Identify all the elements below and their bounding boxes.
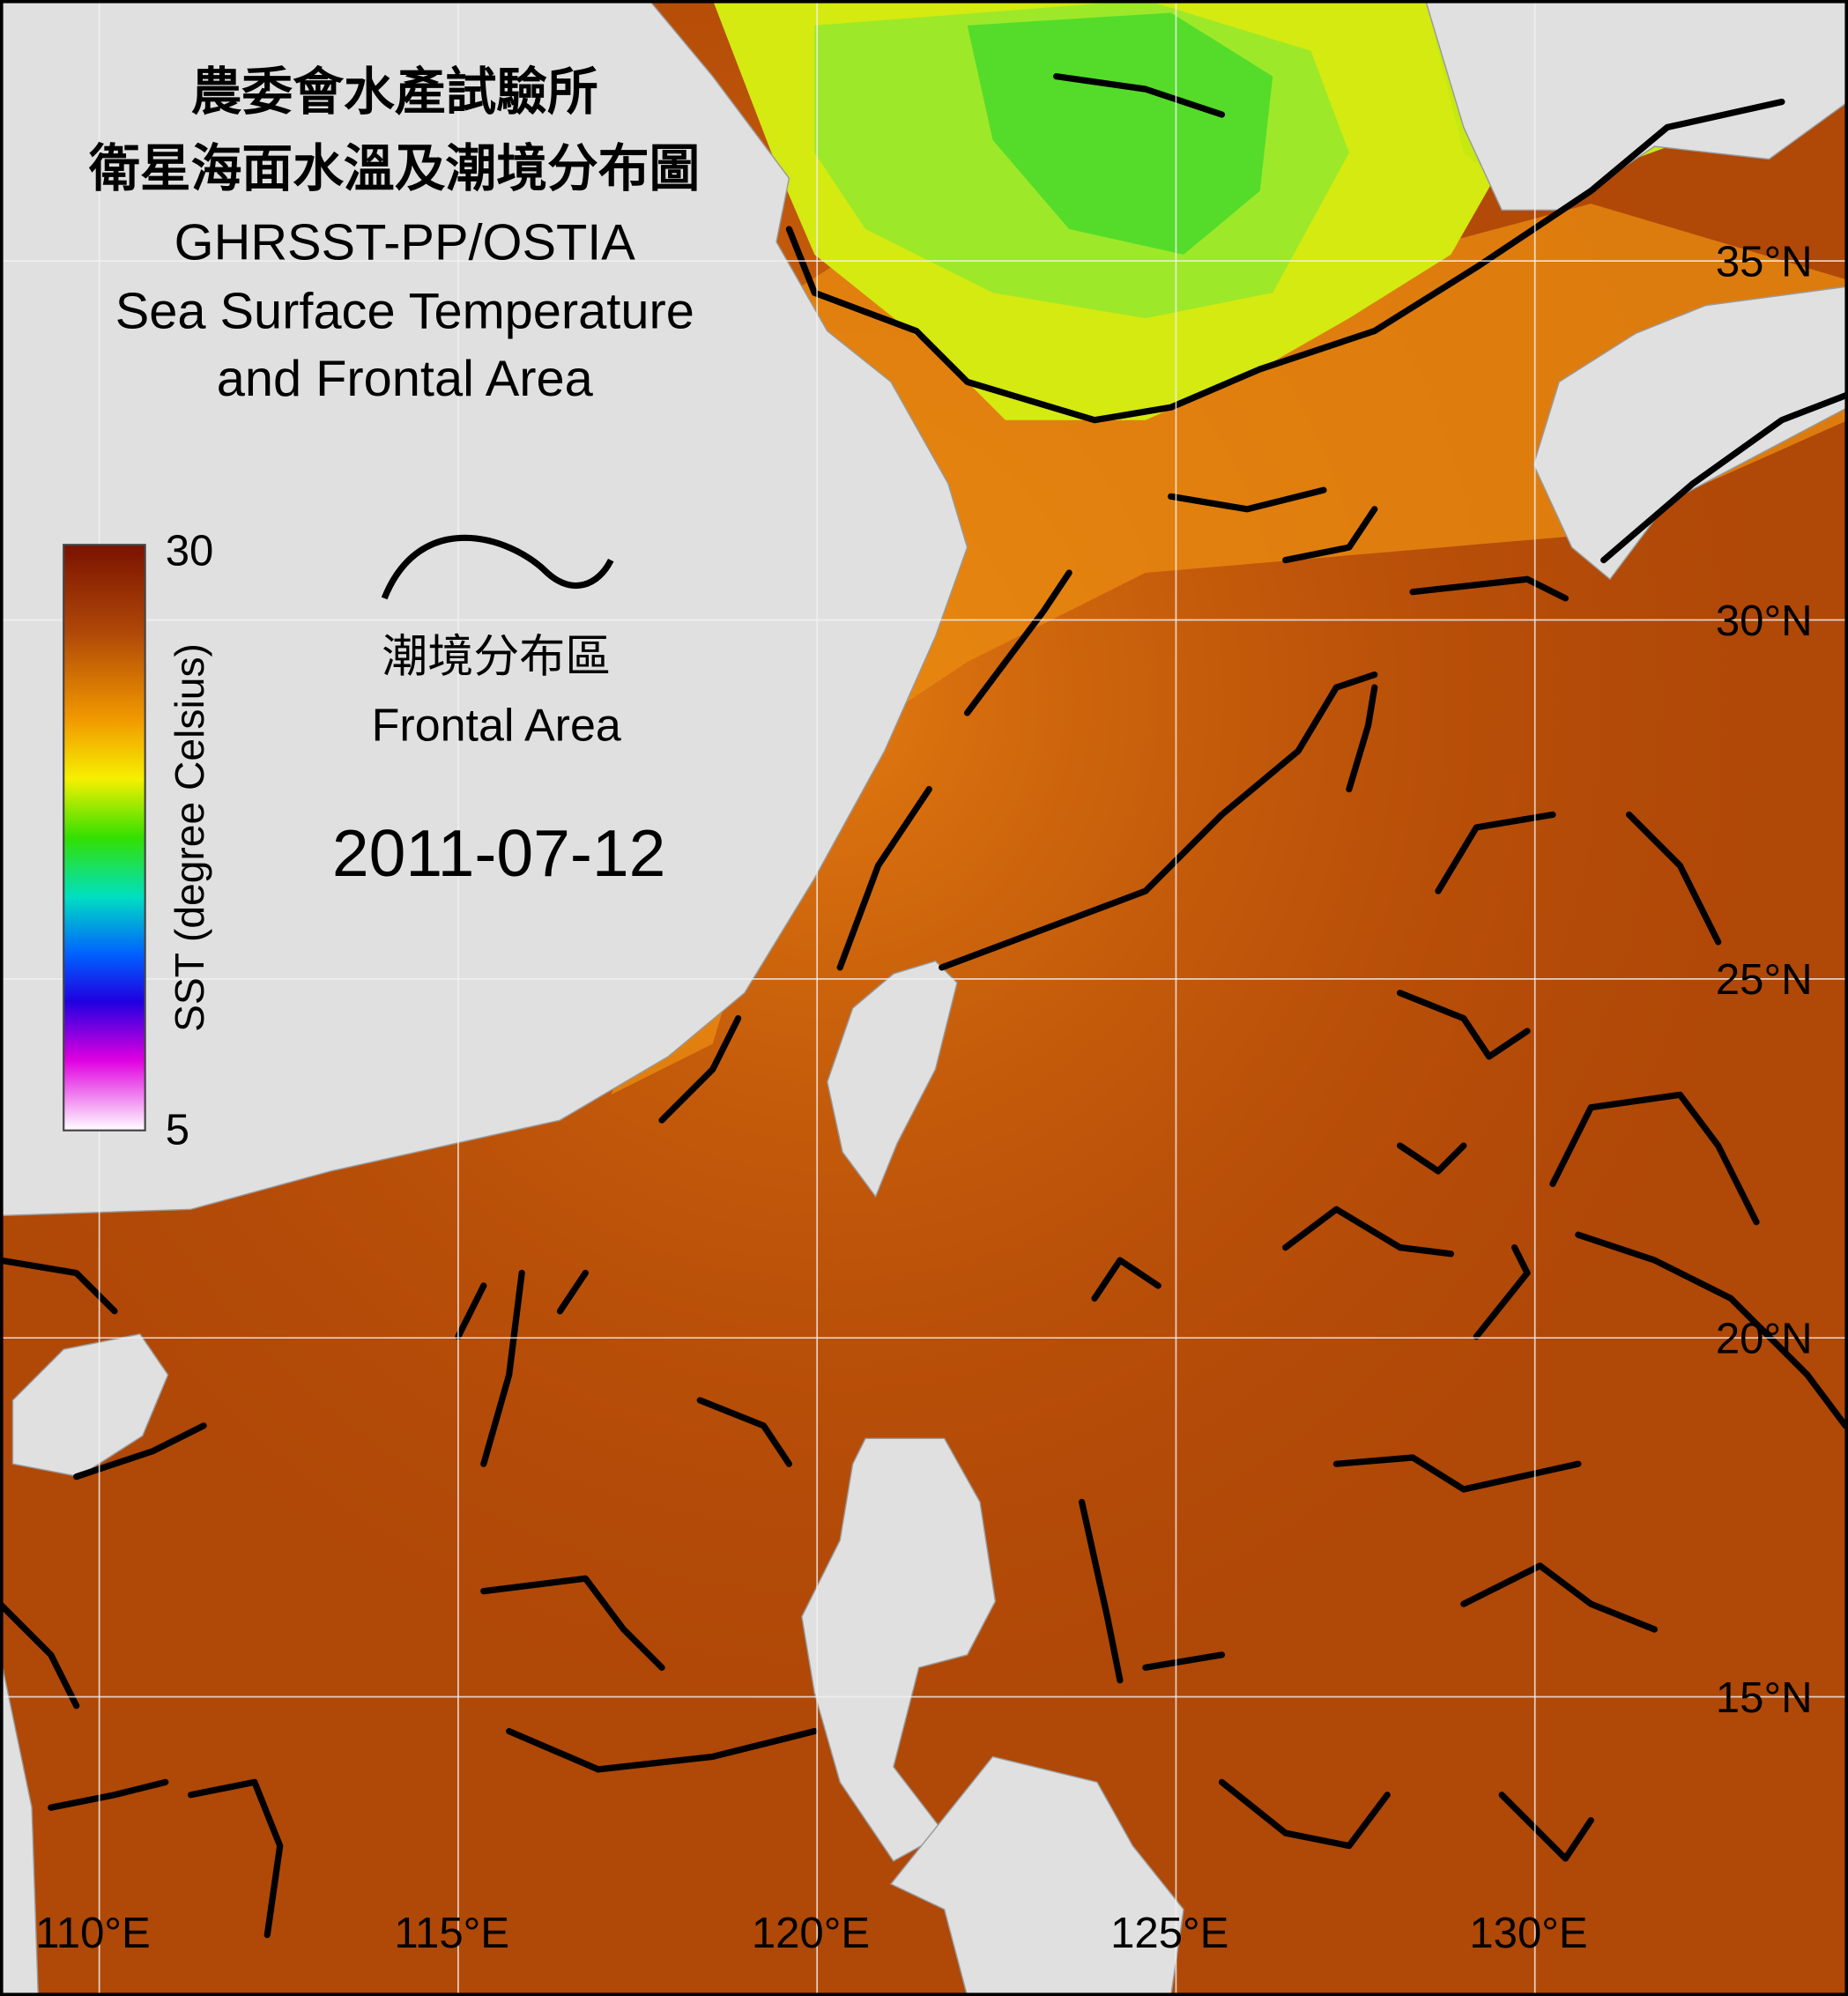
front-line	[1473, 1244, 1531, 1340]
front-line	[658, 1015, 742, 1124]
front-line	[785, 98, 1785, 424]
china-mainland	[0, 0, 969, 1217]
frontal-lines	[0, 73, 1848, 1939]
lat-label: 30°N	[1716, 597, 1813, 645]
colorbar-title: SST (degree Celsius)	[167, 643, 212, 1032]
title-line: Sea Surface Temperature	[115, 284, 694, 340]
front-line	[480, 1575, 665, 1671]
warm-coastal-water	[611, 190, 1848, 1095]
front-line	[1549, 1091, 1760, 1226]
lat-label: 35°N	[1716, 238, 1813, 286]
front-line	[1142, 1651, 1226, 1671]
kyushu	[1533, 286, 1848, 581]
front-line	[1575, 1231, 1848, 1429]
front-line	[836, 785, 932, 971]
lat-label: 20°N	[1716, 1316, 1813, 1363]
front-line	[455, 1282, 487, 1340]
front-line	[506, 1727, 818, 1773]
title-line: 衛星海面水溫及潮境分布圖	[88, 141, 700, 197]
front-line	[1409, 575, 1569, 602]
title-line: GHRSST-PP/OSTIA	[174, 215, 636, 271]
lat-label: 25°N	[1716, 956, 1813, 1004]
front-line	[73, 1422, 207, 1480]
legend: 潮境分布區 Frontal Area	[372, 534, 621, 752]
front-line	[696, 1397, 793, 1467]
indochina	[0, 1654, 40, 1996]
front-line	[963, 569, 1072, 716]
korea	[1424, 0, 1848, 211]
front-line	[1332, 1454, 1582, 1493]
front-line	[188, 1778, 284, 1939]
lon-label: 115°E	[394, 1910, 509, 1957]
front-line	[480, 1269, 525, 1467]
front-line	[48, 1778, 169, 1811]
lon-label: 120°E	[752, 1910, 870, 1957]
front-line	[1460, 1562, 1659, 1633]
legend-label-en: Frontal Area	[372, 701, 621, 752]
front-line	[1435, 811, 1556, 894]
cold-water	[967, 12, 1273, 255]
front-line	[0, 1257, 118, 1315]
front-line	[0, 1600, 80, 1710]
title-line: 農委會水產試驗所	[191, 64, 598, 121]
legend-label-zh: 潮境分布區	[382, 632, 611, 683]
visayas	[889, 1755, 1184, 1996]
front-line	[1346, 684, 1378, 793]
hainan	[11, 1333, 169, 1478]
front-line	[1282, 506, 1378, 564]
front-line	[1498, 1792, 1594, 1862]
front-line	[1397, 1142, 1467, 1175]
front-line	[1078, 1498, 1124, 1684]
taiwan	[826, 960, 958, 1198]
colorbar-min-label: 5	[166, 1107, 189, 1154]
title-block: 農委會水產試驗所 衛星海面水溫及潮境分布圖 GHRSST-PP/OSTIA Se…	[88, 64, 700, 407]
legend-swatch	[381, 534, 614, 600]
front-line	[1600, 391, 1848, 564]
colorbar-max-label: 30	[166, 527, 214, 575]
front-line	[939, 671, 1378, 971]
colorbar: 30 5 SST (degree Celsius)	[63, 527, 213, 1154]
colorbar-ramp	[63, 544, 146, 1132]
front-line	[1397, 990, 1531, 1060]
lon-label: 130°E	[1469, 1910, 1587, 1957]
front-line	[1625, 811, 1722, 946]
front-line	[1282, 1206, 1455, 1258]
front-line	[1218, 1778, 1391, 1850]
title-line: and Frontal Area	[217, 351, 594, 407]
lon-label: 125°E	[1110, 1910, 1228, 1957]
front-line	[1168, 486, 1327, 513]
front-line	[1053, 73, 1226, 118]
front-line	[556, 1269, 589, 1315]
lon-label: 110°E	[35, 1910, 151, 1957]
lat-label: 15°N	[1716, 1674, 1813, 1722]
date: 2011-07-12	[332, 816, 666, 890]
front-line	[1091, 1257, 1161, 1302]
